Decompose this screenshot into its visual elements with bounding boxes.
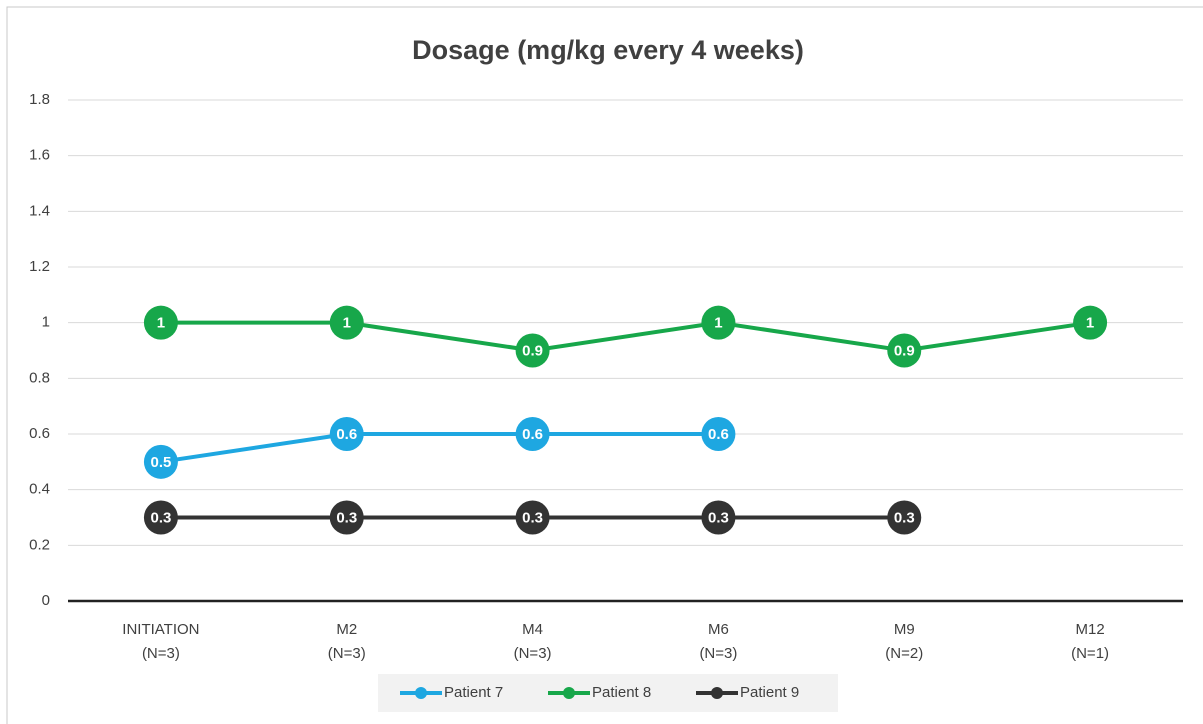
y-tick-label: 1.6 <box>29 147 50 164</box>
point-marker <box>515 333 550 368</box>
x-tick-label: M9 (N=2) <box>885 621 923 662</box>
point-marker <box>887 333 922 368</box>
y-tick-label: 1.4 <box>29 202 50 219</box>
data-label: 0.6 <box>522 426 543 443</box>
data-label: 0.6 <box>336 426 357 443</box>
y-tick-label: 1.2 <box>29 258 50 275</box>
point-marker <box>515 417 550 451</box>
legend-marker <box>711 687 723 699</box>
data-label: 0.3 <box>150 509 171 526</box>
point-marker <box>515 500 550 535</box>
point-marker <box>143 305 178 340</box>
data-label: 1 <box>714 315 722 332</box>
y-tick-label: 0.4 <box>29 481 50 498</box>
data-label: 0.5 <box>150 454 171 471</box>
x-tick-label: M6 (N=3) <box>699 621 737 662</box>
series-line <box>160 432 719 464</box>
data-label: 0.6 <box>708 426 729 443</box>
x-tick-label: M4 (N=3) <box>514 621 552 662</box>
point-marker <box>143 500 178 535</box>
data-label: 0.3 <box>522 509 543 526</box>
point-marker <box>329 305 364 340</box>
y-tick-label: 0 <box>42 592 50 609</box>
data-label: 0.3 <box>894 509 915 526</box>
data-label: 0.9 <box>894 342 915 359</box>
x-tick-label: M12 (N=1) <box>1071 621 1109 662</box>
legend-label: Patient 8 <box>592 684 651 701</box>
y-tick-label: 0.6 <box>29 425 50 442</box>
y-tick-label: 1.8 <box>29 91 50 108</box>
series-line <box>160 320 1091 353</box>
legend-label: Patient 7 <box>444 684 503 701</box>
data-label: 0.3 <box>708 509 729 526</box>
y-tick-label: 0.2 <box>29 536 50 553</box>
point-marker <box>1073 305 1108 340</box>
data-label: 1 <box>157 315 165 332</box>
data-label: 0.3 <box>336 509 357 526</box>
chart-frame <box>6 6 1203 724</box>
point-marker <box>701 305 736 340</box>
point-marker <box>701 500 736 535</box>
data-label: 0.9 <box>522 342 543 359</box>
y-tick-label: 1 <box>42 314 50 331</box>
x-tick-label: M2 (N=3) <box>328 621 366 662</box>
y-tick-label: 0.8 <box>29 369 50 386</box>
point-marker <box>329 500 364 535</box>
point-marker <box>143 444 178 479</box>
legend-marker <box>563 687 575 699</box>
chart-title: Dosage (mg/kg every 4 weeks) <box>412 35 804 65</box>
data-label: 1 <box>343 315 351 332</box>
point-marker <box>701 417 736 451</box>
x-tick-label: INITIATION (N=3) <box>122 621 199 662</box>
legend-marker <box>415 687 427 699</box>
legend-label: Patient 9 <box>740 684 799 701</box>
point-marker <box>887 500 922 535</box>
point-marker <box>329 417 364 451</box>
data-label: 1 <box>1086 315 1094 332</box>
legend-box <box>378 674 838 712</box>
